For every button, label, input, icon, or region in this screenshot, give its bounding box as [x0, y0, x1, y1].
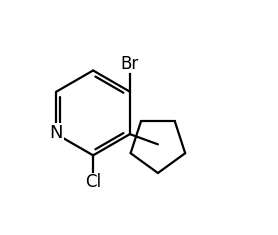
Text: Br: Br	[121, 55, 139, 73]
Text: N: N	[49, 124, 63, 142]
Text: Cl: Cl	[85, 173, 101, 191]
